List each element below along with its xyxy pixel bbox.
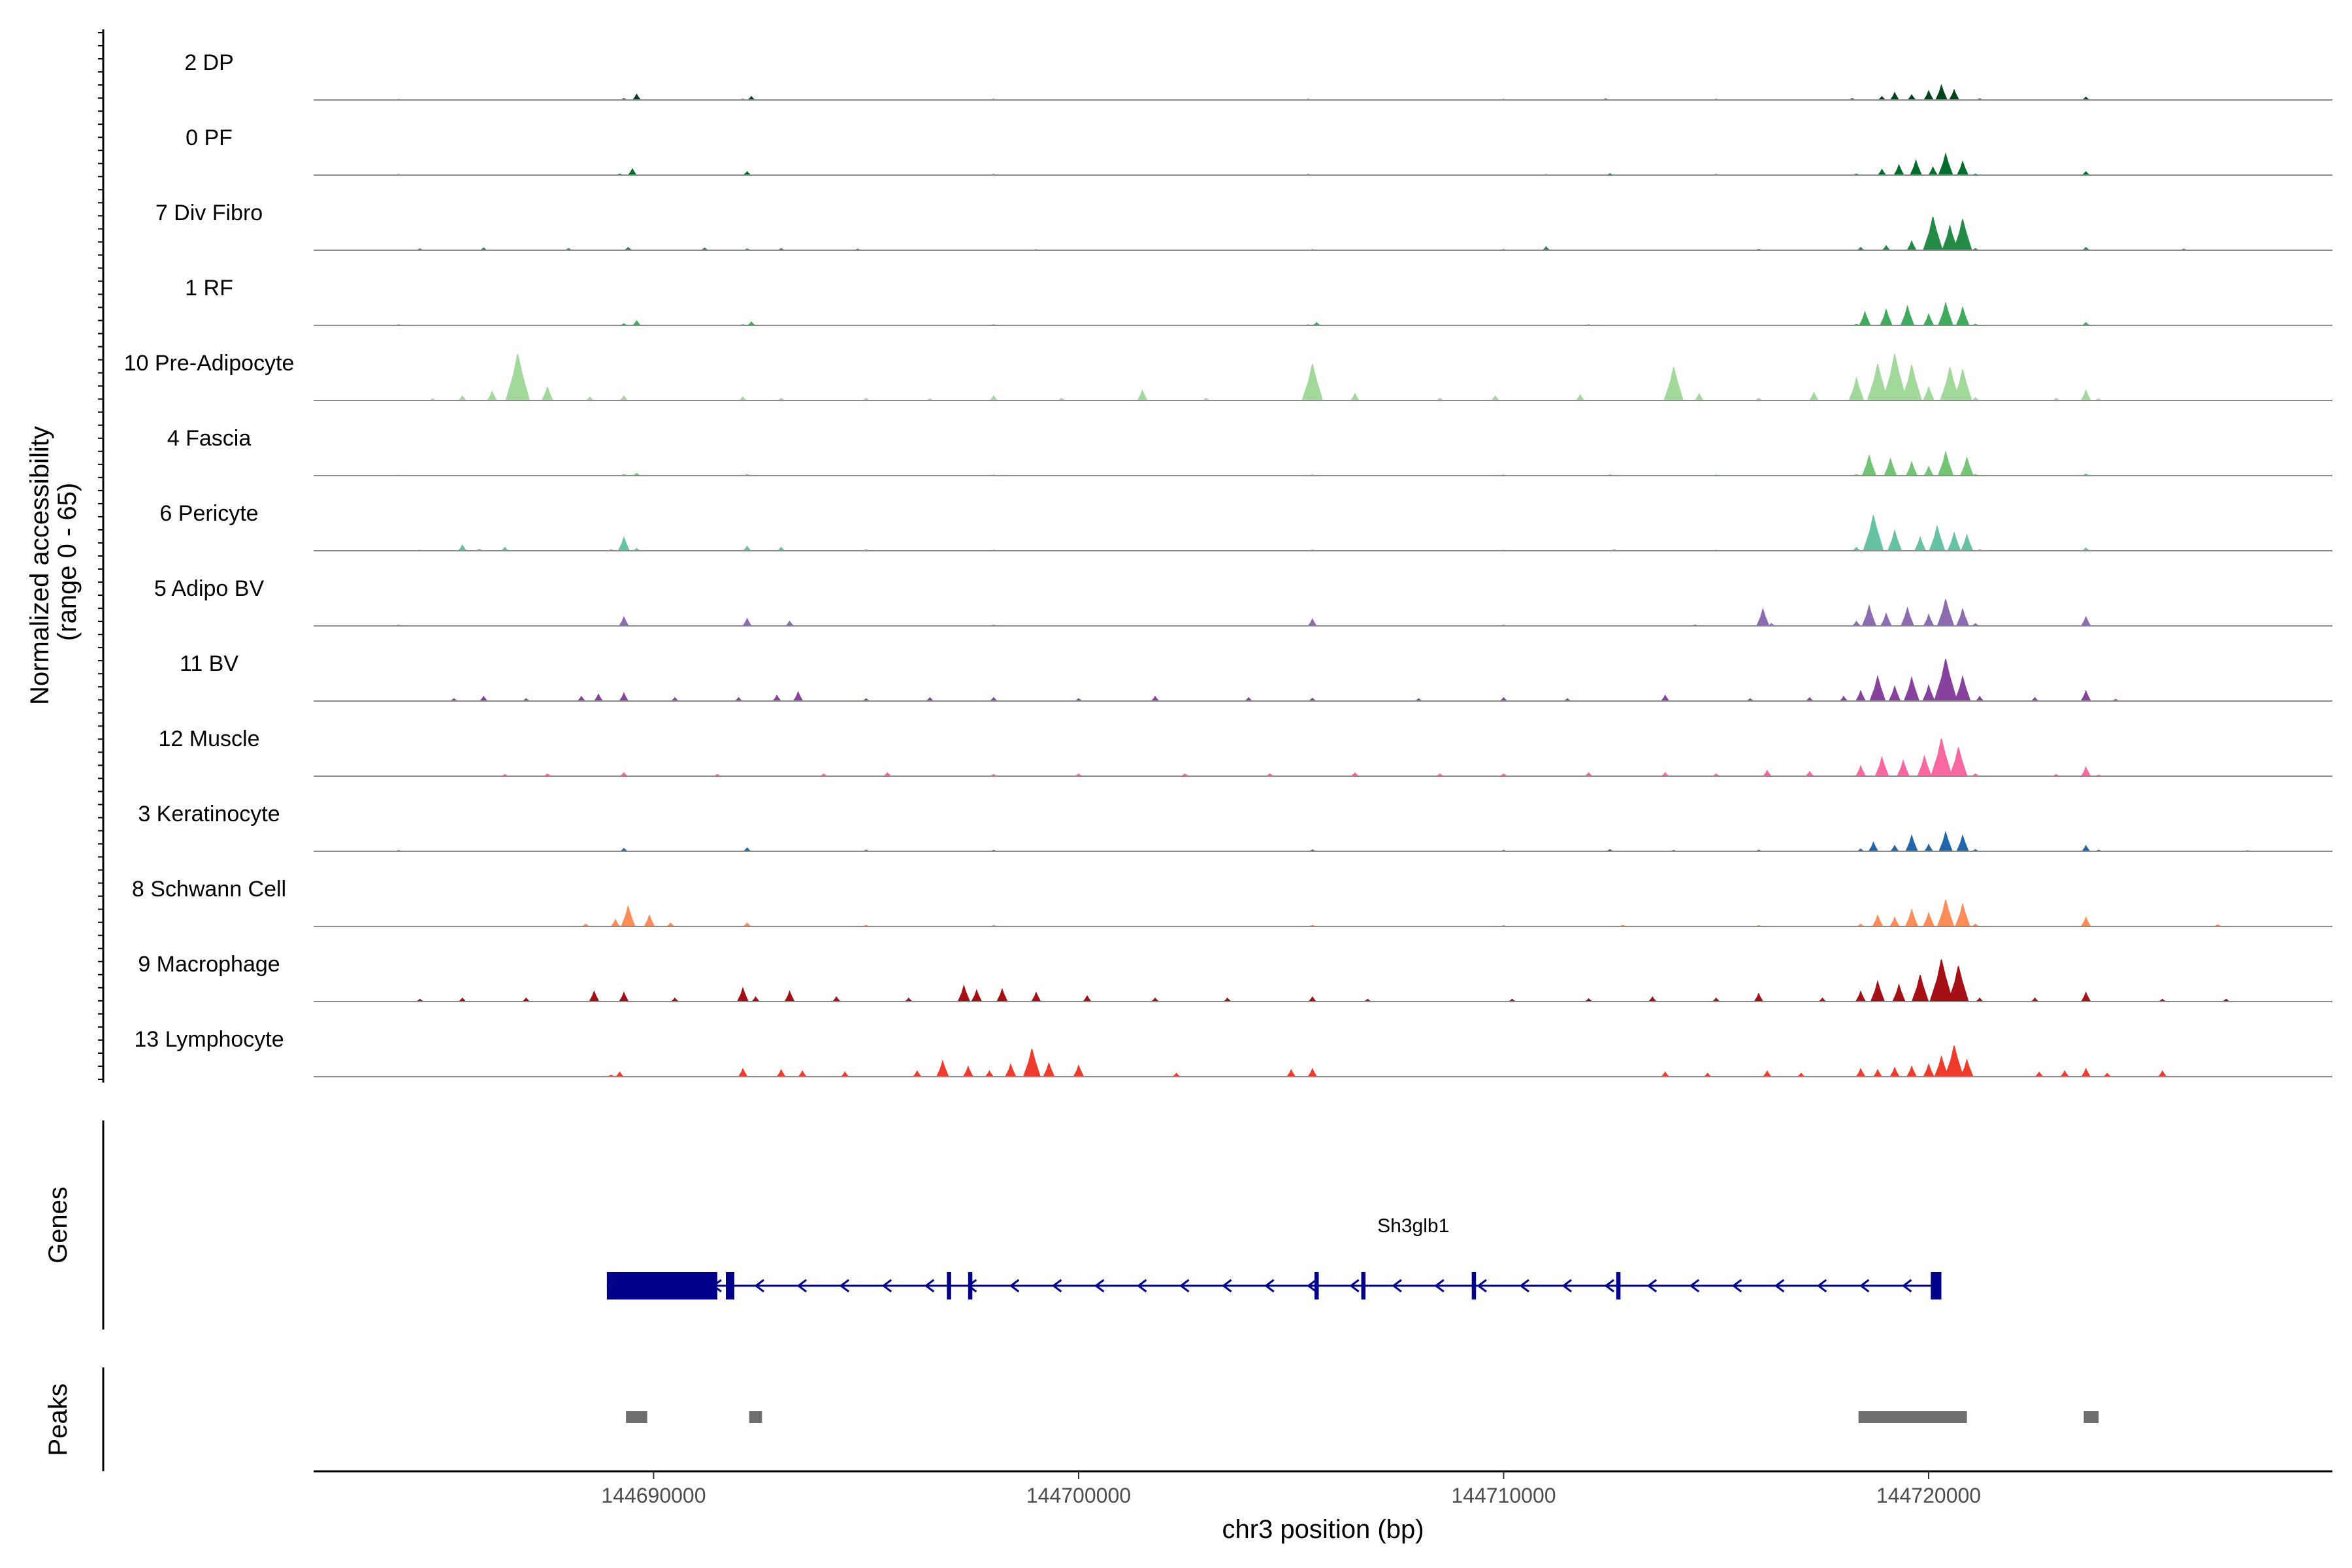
strand-arrow (1264, 1279, 1275, 1293)
gene-exon (606, 1272, 717, 1299)
track: 4 Fascia (167, 426, 2332, 476)
track: 7 Div Fibro (155, 201, 2332, 251)
track-label: 0 PF (186, 125, 233, 150)
strand-arrow (754, 1279, 764, 1293)
track-label: 1 RF (185, 276, 233, 301)
genes-panel-label: Genes (44, 1186, 73, 1264)
x-tick-label: 144720000 (1876, 1484, 1981, 1507)
strand-arrow (1349, 1279, 1360, 1293)
coverage-area (314, 738, 2332, 777)
track-label: 5 Adipo BV (154, 576, 265, 601)
track: 13 Lymphocyte (134, 1027, 2332, 1077)
peak-regions (626, 1411, 2099, 1423)
strand-arrow (1137, 1279, 1147, 1293)
track-label: 10 Pre-Adipocyte (124, 351, 295, 376)
peak-bar (626, 1411, 647, 1423)
coverage-area (314, 659, 2332, 702)
x-tick-label: 144690000 (601, 1484, 706, 1507)
track: 10 Pre-Adipocyte (124, 351, 2332, 401)
y-axis-title-line1: Normalized accessibility (25, 426, 54, 705)
coverage-area (314, 515, 2332, 551)
track: 12 Muscle (159, 727, 2332, 777)
strand-arrow (1519, 1279, 1529, 1293)
coverage-area (314, 217, 2332, 251)
gene-exon (1616, 1272, 1621, 1299)
track-label: 7 Div Fibro (155, 201, 263, 225)
strand-arrow (1179, 1279, 1190, 1293)
track-label: 3 Keratinocyte (138, 802, 280, 826)
track: 6 Pericyte (159, 501, 2332, 551)
strand-arrow (1901, 1279, 1912, 1293)
coverage-area (314, 1045, 2332, 1077)
coverage-area (314, 900, 2332, 927)
peaks-panel-label: Peaks (44, 1383, 73, 1456)
y-axis-title: Normalized accessibility (range 0 - 65) (25, 419, 82, 705)
gene-model: Sh3glb1 (606, 1215, 1942, 1299)
track: 9 Macrophage (138, 952, 2332, 1002)
track-label: 9 Macrophage (138, 952, 280, 977)
coverage-area (314, 353, 2332, 401)
coverage-area (314, 301, 2332, 326)
strand-arrow (1222, 1279, 1232, 1293)
strand-arrow (1051, 1279, 1062, 1293)
track-label: 4 Fascia (167, 426, 252, 451)
strand-arrow (881, 1279, 892, 1293)
peak-bar (749, 1411, 762, 1423)
peak-bar (2083, 1411, 2099, 1423)
coverage-area (314, 830, 2332, 852)
track-label: 2 DP (184, 50, 234, 75)
track-label: 6 Pericyte (159, 501, 258, 526)
x-tick-label: 144710000 (1451, 1484, 1556, 1507)
track-label: 11 BV (180, 651, 238, 676)
y-axis-ticks (98, 32, 103, 1080)
track: 3 Keratinocyte (138, 802, 2332, 852)
track: 0 PF (186, 125, 2332, 176)
gene-exon (1314, 1272, 1319, 1299)
track-label: 8 Schwann Cell (132, 877, 286, 902)
track: 2 DP (184, 50, 2332, 101)
x-tick-label: 144700000 (1026, 1484, 1131, 1507)
strand-arrow (924, 1279, 935, 1293)
coverage-area (314, 84, 2332, 101)
strand-arrow (1009, 1279, 1020, 1293)
gene-exon (1361, 1272, 1366, 1299)
gene-name-label: Sh3glb1 (1377, 1215, 1449, 1237)
peak-bar (1858, 1411, 1967, 1423)
strand-arrow (1604, 1279, 1615, 1293)
x-axis-ticks: 144690000 144700000 144710000 144720000 (601, 1471, 1981, 1507)
strand-arrow (1816, 1279, 1827, 1293)
strand-arrow (796, 1279, 808, 1293)
track: 11 BV (180, 651, 2332, 702)
strand-arrow (1392, 1279, 1402, 1293)
coverage-area (314, 152, 2332, 176)
strand-arrow (1859, 1279, 1870, 1293)
strand-arrow (1774, 1279, 1785, 1293)
x-axis-title: chr3 position (bp) (1222, 1515, 1424, 1544)
coverage-area (314, 599, 2332, 627)
track-label: 13 Lymphocyte (134, 1027, 284, 1052)
strand-arrow (1561, 1279, 1572, 1293)
coverage-area (314, 450, 2332, 476)
coverage-tracks: 2 DP 0 PF 7 Div Fibro 1 RF 10 Pre-Adipocyte 4… (124, 50, 2332, 1077)
gene-exon (968, 1272, 973, 1299)
strand-arrow (1689, 1279, 1700, 1293)
coverage-area (314, 959, 2332, 1002)
track: 1 RF (185, 276, 2332, 326)
strand-arrow (1477, 1279, 1487, 1293)
strand-arrow (1307, 1279, 1317, 1293)
y-axis-title-line2: (range 0 - 65) (53, 483, 82, 641)
track: 5 Adipo BV (154, 576, 2332, 627)
strand-arrow (1094, 1279, 1105, 1293)
gene-exon (947, 1272, 951, 1299)
strand-arrow (1434, 1279, 1445, 1293)
gene-exon (726, 1272, 735, 1299)
strand-arrow (839, 1279, 850, 1293)
strand-arrow (1646, 1279, 1658, 1293)
track: 8 Schwann Cell (132, 877, 2332, 927)
strand-arrow (1731, 1279, 1742, 1293)
gene-exon (1471, 1272, 1477, 1299)
track-label: 12 Muscle (159, 727, 260, 751)
gene-exon (1931, 1272, 1942, 1299)
